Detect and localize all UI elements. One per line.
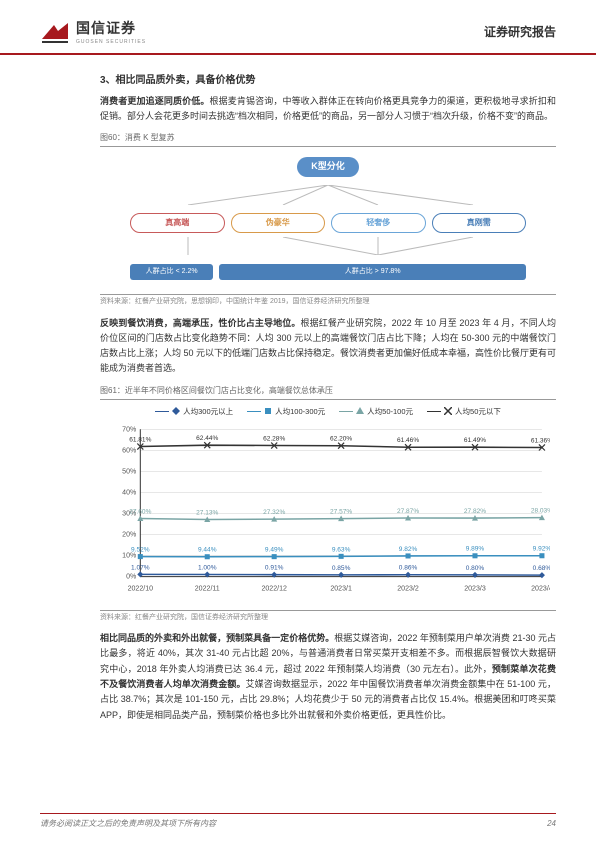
- logo: 国信证券 GUOSEN SECURITIES: [40, 18, 146, 47]
- content-area: 3、相比同品质外卖，具备价格优势 消费者更加追逐同质价低。根据麦肯锡咨询，中等收…: [0, 55, 596, 723]
- svg-text:27.57%: 27.57%: [330, 509, 352, 516]
- svg-text:9.49%: 9.49%: [265, 547, 284, 554]
- report-type: 证券研究报告: [484, 23, 556, 41]
- k-node-1: 真高端: [130, 213, 225, 233]
- svg-text:9.82%: 9.82%: [399, 546, 418, 553]
- svg-text:27.60%: 27.60%: [129, 509, 151, 516]
- svg-text:62.28%: 62.28%: [263, 436, 285, 443]
- chart-61-legend: 人均300元以上 人均100-300元 人均50-100元 人均50元以下: [106, 406, 550, 417]
- svg-text:20%: 20%: [122, 532, 137, 539]
- company-name-en: GUOSEN SECURITIES: [76, 39, 146, 47]
- page-number: 24: [547, 818, 556, 830]
- k-node-2: 伪豪华: [231, 213, 326, 233]
- share-left: 人群占比 < 2.2%: [130, 264, 213, 281]
- svg-text:10%: 10%: [122, 553, 137, 560]
- svg-text:0.68%: 0.68%: [533, 565, 550, 572]
- svg-text:62.44%: 62.44%: [196, 435, 218, 442]
- para3-lead: 相比同品质的外卖和外出就餐，预制菜具备一定价格优势。: [100, 633, 334, 643]
- k-node-3: 轻奢侈: [331, 213, 426, 233]
- svg-text:27.87%: 27.87%: [397, 508, 419, 515]
- svg-text:70%: 70%: [122, 426, 137, 433]
- svg-text:27.82%: 27.82%: [464, 508, 486, 515]
- svg-text:61.46%: 61.46%: [397, 437, 419, 444]
- svg-text:1.00%: 1.00%: [198, 564, 217, 571]
- paragraph-2: 反映到餐饮消费，高端承压，性价比占主导地位。根据红餐产业研究院，2022 年 1…: [100, 316, 556, 377]
- legend-item: 人均300元以上: [155, 406, 233, 417]
- para2-lead: 反映到餐饮消费，高端承压，性价比占主导地位。: [100, 318, 300, 328]
- svg-text:61.81%: 61.81%: [129, 437, 151, 444]
- svg-text:62.20%: 62.20%: [330, 436, 352, 443]
- svg-text:1.07%: 1.07%: [131, 564, 150, 571]
- svg-text:2022/11: 2022/11: [195, 586, 220, 593]
- svg-text:2022/12: 2022/12: [261, 586, 287, 593]
- figure-61-title: 图61：近半年不同价格区间餐饮门店占比变化，高端餐饮总体承压: [100, 385, 556, 400]
- chart-61-svg: 0%10%20%30%40%50%60%70%2022/102022/11202…: [106, 419, 550, 599]
- share-right: 人群占比 > 97.8%: [219, 264, 526, 281]
- logo-icon: [40, 21, 70, 43]
- company-name: 国信证券: [76, 18, 146, 39]
- figure-60-source: 资料来源：红餐产业研究院，思想钢印，中国统计年鉴 2019，国信证券经济研究所整…: [100, 294, 556, 308]
- svg-text:9.92%: 9.92%: [533, 546, 550, 553]
- page-header: 国信证券 GUOSEN SECURITIES 证券研究报告: [0, 0, 596, 55]
- paragraph-3: 相比同品质的外卖和外出就餐，预制菜具备一定价格优势。根据艾媒咨询，2022 年预…: [100, 631, 556, 723]
- legend-item: 人均50元以下: [427, 406, 501, 417]
- svg-text:0.91%: 0.91%: [265, 565, 284, 572]
- k-connectors-bottom: [110, 237, 546, 255]
- svg-text:27.32%: 27.32%: [263, 509, 285, 516]
- svg-text:9.52%: 9.52%: [131, 547, 150, 554]
- svg-text:50%: 50%: [122, 468, 137, 475]
- k-node-4: 真刚需: [432, 213, 527, 233]
- svg-text:2023/1: 2023/1: [330, 586, 352, 593]
- paragraph-1: 消费者更加追逐同质价低。根据麦肯锡咨询，中等收入群体正在转向价格更具竞争力的渠道…: [100, 94, 556, 125]
- svg-text:28.03%: 28.03%: [531, 508, 550, 515]
- svg-text:9.89%: 9.89%: [466, 546, 485, 553]
- section-title: 3、相比同品质外卖，具备价格优势: [100, 73, 556, 88]
- k-connectors-top: [110, 185, 546, 205]
- svg-text:61.49%: 61.49%: [464, 437, 486, 444]
- svg-text:0.80%: 0.80%: [466, 565, 485, 572]
- svg-text:40%: 40%: [122, 489, 137, 496]
- footer-disclaimer: 请务必阅读正文之后的免责声明及其项下所有内容: [40, 818, 216, 830]
- k-top-pill: K型分化: [297, 157, 359, 177]
- svg-text:0.85%: 0.85%: [332, 565, 351, 572]
- figure-60-title: 图60：消费 K 型复苏: [100, 132, 556, 147]
- svg-text:2022/10: 2022/10: [128, 586, 154, 593]
- svg-text:2023/2: 2023/2: [397, 586, 419, 593]
- svg-text:27.13%: 27.13%: [196, 509, 218, 516]
- svg-text:9.63%: 9.63%: [332, 546, 351, 553]
- chart-61: 人均300元以上 人均100-300元 人均50-100元 人均50元以下 0%…: [100, 404, 556, 606]
- svg-text:2023/4: 2023/4: [531, 586, 550, 593]
- svg-text:0.86%: 0.86%: [399, 565, 418, 572]
- para1-lead: 消费者更加追逐同质价低。: [100, 96, 209, 106]
- figure-61-source: 资料来源：红餐产业研究院，国信证券经济研究所整理: [100, 610, 556, 624]
- svg-text:61.36%: 61.36%: [531, 437, 550, 444]
- legend-item: 人均50-100元: [339, 406, 413, 417]
- legend-item: 人均100-300元: [247, 406, 325, 417]
- page-footer: 请务必阅读正文之后的免责声明及其项下所有内容 24: [40, 813, 556, 830]
- svg-text:0%: 0%: [126, 574, 137, 581]
- k-diagram: K型分化 真高端 伪豪华 轻奢侈 真刚需 人群占比 < 2.2% 人群占比 > …: [100, 151, 556, 290]
- svg-text:9.44%: 9.44%: [198, 547, 217, 554]
- svg-text:60%: 60%: [122, 447, 137, 454]
- svg-text:2023/3: 2023/3: [464, 586, 486, 593]
